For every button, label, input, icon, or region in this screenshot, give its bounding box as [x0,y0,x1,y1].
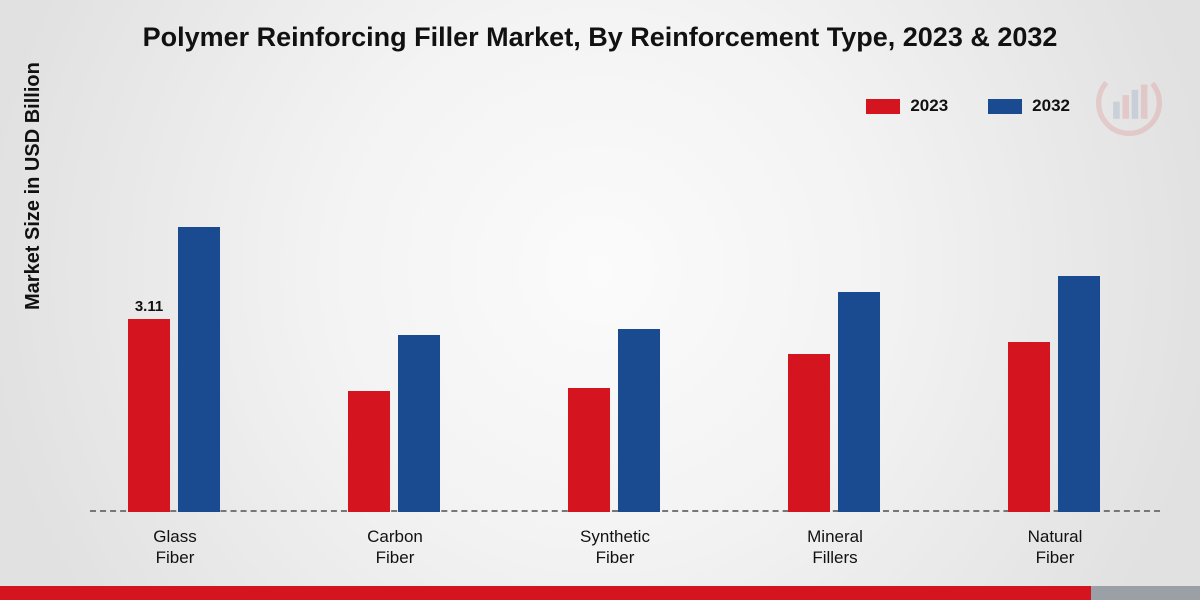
x-tick-label: CarbonFiber [310,526,480,569]
footer-bar [0,586,1200,600]
footer-segment [0,586,1091,600]
legend-item-2023: 2023 [866,96,948,116]
data-label: 3.11 [135,298,163,315]
x-tick-label: NaturalFiber [970,526,1140,569]
bar [838,292,880,512]
watermark-logo [1096,70,1162,136]
legend-label-2032: 2032 [1032,96,1070,116]
footer-segment [1091,586,1200,600]
legend-item-2032: 2032 [988,96,1070,116]
bar-group: 3.11 [90,140,260,512]
bar [178,227,220,512]
bar [788,354,830,512]
bar [618,329,660,512]
chart-title: Polymer Reinforcing Filler Market, By Re… [0,22,1200,53]
bar-group [750,140,920,512]
x-tick-label: MineralFillers [750,526,920,569]
x-tick-label: GlassFiber [90,526,260,569]
bar [1058,276,1100,512]
bar [128,319,170,512]
bar [348,391,390,512]
y-axis-label: Market Size in USD Billion [22,62,45,310]
bar-group [970,140,1140,512]
bar [1008,342,1050,513]
plot-area: 3.11 [90,140,1160,512]
bar [568,388,610,512]
chart-page: Polymer Reinforcing Filler Market, By Re… [0,0,1200,600]
legend-swatch-2032 [988,99,1022,114]
x-axis-labels: GlassFiber CarbonFiber SyntheticFiber Miner… [90,526,1160,570]
bar-group [310,140,480,512]
legend-label-2023: 2023 [910,96,948,116]
legend: 2023 2032 [866,96,1070,116]
bar [398,335,440,512]
legend-swatch-2023 [866,99,900,114]
x-tick-label: SyntheticFiber [530,526,700,569]
bar-group [530,140,700,512]
